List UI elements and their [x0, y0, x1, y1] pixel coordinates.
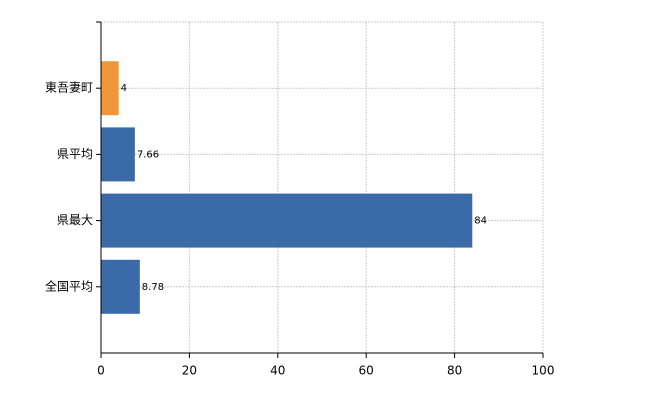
- y-tick-label: 全国平均: [45, 278, 93, 293]
- value-label: 84: [474, 216, 487, 227]
- x-tick-label: 20: [182, 364, 197, 378]
- y-tick-label: 県平均: [57, 147, 93, 161]
- x-tick-label: 60: [359, 364, 374, 378]
- bar: [101, 127, 135, 182]
- value-label: 4: [121, 83, 127, 94]
- bar: [101, 259, 140, 314]
- y-tick-label: 東吾妻町: [45, 81, 93, 95]
- value-label: 7.66: [137, 149, 159, 160]
- bar: [101, 193, 473, 248]
- x-tick-label: 0: [97, 364, 105, 378]
- bar: [101, 61, 119, 116]
- y-tick-label: 県最大: [57, 213, 93, 227]
- x-tick-label: 40: [270, 364, 285, 378]
- x-tick-label: 80: [447, 364, 462, 378]
- value-label: 8.78: [142, 282, 164, 293]
- x-tick-label: 100: [532, 364, 555, 378]
